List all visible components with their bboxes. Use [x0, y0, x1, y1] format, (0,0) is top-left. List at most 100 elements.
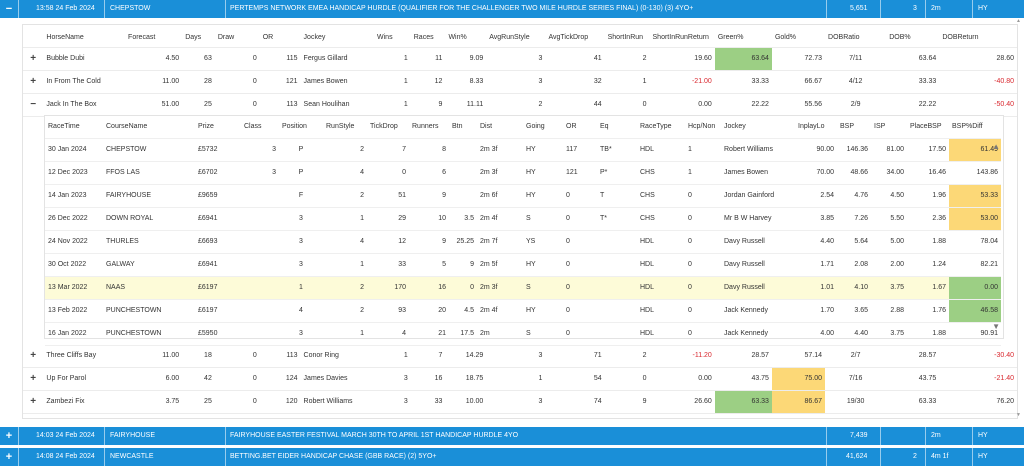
col-header[interactable]: Forecast: [125, 29, 183, 48]
cell: James Bowen: [300, 70, 375, 94]
col-header[interactable]: DOB%: [886, 29, 940, 48]
cell: 72.73: [771, 47, 826, 71]
expand-icon[interactable]: +: [5, 430, 13, 442]
col-header[interactable]: Green%: [714, 29, 772, 48]
cell: [597, 230, 637, 254]
col-header[interactable]: DOBReturn: [939, 29, 1017, 48]
col-header[interactable]: ShortInRun: [604, 29, 650, 48]
expand-icon[interactable]: +: [23, 70, 44, 94]
col-header[interactable]: Draw: [214, 29, 260, 48]
col-header[interactable]: Btn: [449, 116, 477, 139]
cell: 61.49: [949, 138, 1001, 162]
cell: CHS: [637, 161, 685, 185]
cell: 28.57: [886, 345, 940, 368]
cell: 33.33: [714, 70, 772, 94]
horse-name: Jack In The Box: [43, 93, 126, 117]
col-header[interactable]: Runners: [409, 116, 449, 139]
col-header[interactable]: AvgTickDrop: [545, 29, 605, 48]
col-header[interactable]: AvgRunStyle: [486, 29, 546, 48]
expand-icon[interactable]: +: [23, 367, 44, 391]
cell: 1.88: [907, 230, 949, 254]
col-header[interactable]: RunStyle: [323, 116, 367, 139]
cell: HY: [523, 184, 563, 208]
cell: 16: [409, 276, 449, 300]
expand-icon[interactable]: +: [23, 390, 44, 414]
horse-row[interactable]: + In From The Cold 11.00 28 0 121 James …: [23, 70, 1017, 94]
horse-row[interactable]: + Three Cliffs Bay 11.00 18 0 113 Conor …: [23, 345, 1017, 368]
horse-row[interactable]: − Jack In The Box 51.00 25 0 113 Sean Ho…: [23, 93, 1017, 117]
cell: 32: [545, 70, 605, 94]
cell: 4.00: [795, 322, 837, 346]
cell: Conor Ring: [300, 345, 375, 368]
col-header[interactable]: RaceTime: [45, 116, 103, 139]
col-header[interactable]: Eq: [597, 116, 637, 139]
cell: 1: [279, 276, 323, 300]
cell: 7.26: [837, 207, 871, 231]
scroll-down-icon[interactable]: ▼: [992, 322, 1000, 331]
cell: 2m 4f: [477, 299, 523, 323]
col-header[interactable]: OR: [259, 29, 301, 48]
col-header[interactable]: Class: [241, 116, 279, 139]
col-header[interactable]: Wins: [374, 29, 411, 48]
cell: NAAS: [103, 276, 195, 300]
col-header[interactable]: Races: [410, 29, 446, 48]
cell: 4.50: [871, 184, 907, 208]
col-header[interactable]: Position: [279, 116, 323, 139]
col-header[interactable]: Jockey: [721, 116, 795, 139]
horse-row[interactable]: + Zambezi Fix 3.75 25 0 120 Robert Willi…: [23, 390, 1017, 414]
cell: [241, 299, 279, 323]
col-header[interactable]: OR: [563, 116, 597, 139]
col-header[interactable]: BSP%Diff: [949, 116, 1001, 139]
col-header[interactable]: ISP: [871, 116, 907, 139]
col-header[interactable]: Going: [523, 116, 563, 139]
col-header[interactable]: ShortInRunReturn: [649, 29, 715, 48]
col-header[interactable]: RaceType: [637, 116, 685, 139]
expand-icon[interactable]: +: [23, 47, 44, 71]
col-header[interactable]: Gold%: [771, 29, 826, 48]
col-header[interactable]: PlaceBSP: [907, 116, 949, 139]
col-header[interactable]: CourseName: [103, 116, 195, 139]
cell: 5.64: [837, 230, 871, 254]
cell: 9: [409, 230, 449, 254]
horses-header-row: HorseName Forecast Days Draw OR Jockey W…: [23, 29, 1017, 48]
col-header[interactable]: Jockey: [300, 29, 375, 48]
horse-row[interactable]: + Bubble Dubi 4.50 63 0 115 Fergus Gilla…: [23, 47, 1017, 71]
expand-icon[interactable]: +: [23, 345, 44, 368]
cell: 0: [214, 47, 260, 71]
race-bar[interactable]: + 14:03 24 Feb 2024 FAIRYHOUSE FAIRYHOUS…: [0, 427, 1024, 445]
col-header[interactable]: InplayLo: [795, 116, 837, 139]
col-header[interactable]: Dist: [477, 116, 523, 139]
collapse-icon[interactable]: −: [23, 93, 44, 117]
horse-row[interactable]: + Up For Parol 6.00 42 0 124 James Davie…: [23, 367, 1017, 391]
col-header[interactable]: DOBRatio: [825, 29, 887, 48]
col-header[interactable]: Days: [182, 29, 215, 48]
collapse-icon[interactable]: −: [5, 3, 13, 15]
cell: 11: [410, 47, 446, 71]
col-header[interactable]: Win%: [445, 29, 487, 48]
col-header[interactable]: BSP: [837, 116, 871, 139]
scroll-down-icon[interactable]: ▼: [1016, 412, 1021, 418]
cell: [597, 322, 637, 346]
col-header[interactable]: Prize: [195, 116, 241, 139]
expand-icon[interactable]: +: [5, 451, 13, 463]
cell: 76.20: [939, 390, 1017, 414]
race-bar[interactable]: − 13:58 24 Feb 2024 CHEPSTOW PERTEMPS NE…: [0, 0, 1024, 18]
page-scrollbar[interactable]: ▲ ▼: [1016, 18, 1022, 418]
cell: 5.50: [871, 207, 907, 231]
scroll-up-icon[interactable]: ▲: [1016, 18, 1021, 24]
race-bar[interactable]: + 14:08 24 Feb 2024 NEWCASTLE BETTING.BE…: [0, 448, 1024, 466]
previous-runs-table: RaceTime CourseName Prize Class Position…: [45, 116, 1001, 346]
col-header[interactable]: HorseName: [43, 29, 126, 48]
col-header[interactable]: Hcp/Non: [685, 116, 721, 139]
col-header[interactable]: TickDrop: [367, 116, 409, 139]
scroll-up-icon[interactable]: ▲: [992, 142, 1000, 151]
